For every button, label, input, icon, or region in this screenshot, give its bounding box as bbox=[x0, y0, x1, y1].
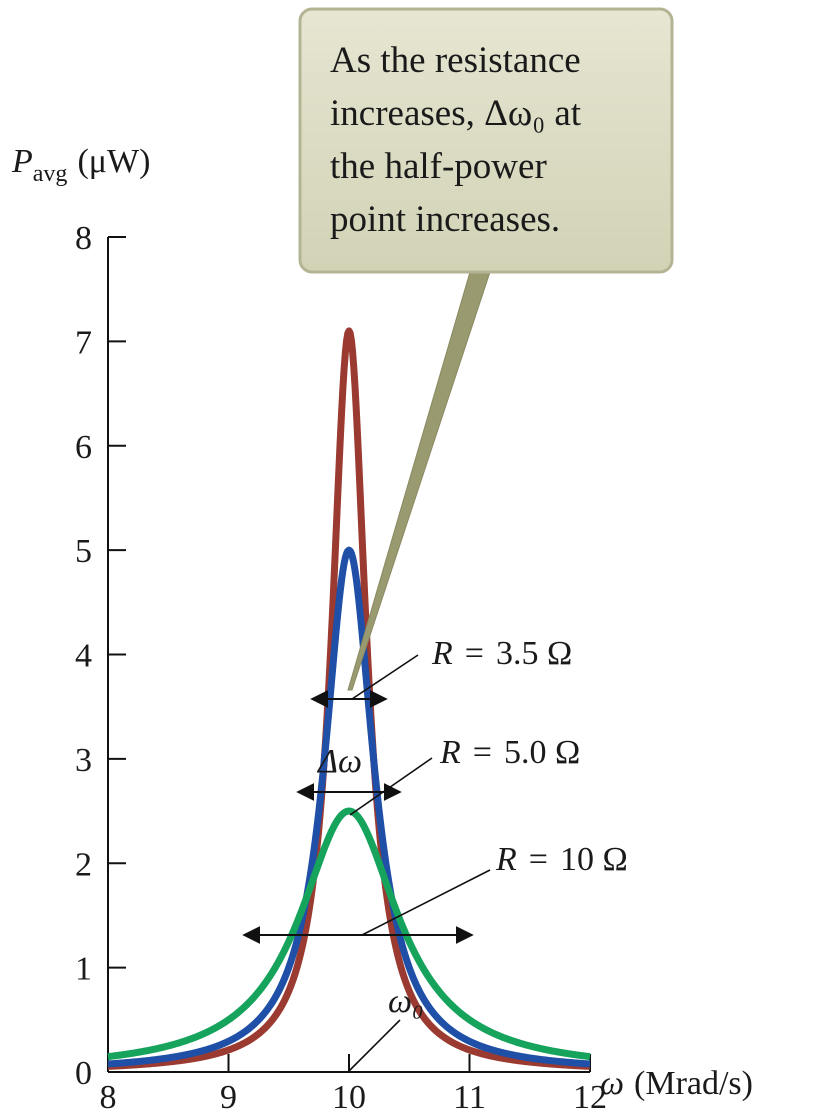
series-line-1 bbox=[105, 327, 593, 1070]
series-line-2 bbox=[105, 546, 593, 1068]
y-ticks: 0 1 2 3 4 5 6 7 8 bbox=[75, 220, 126, 1092]
y-tick-label: 3 bbox=[75, 742, 92, 779]
leader-omega0 bbox=[347, 1019, 401, 1073]
series-group bbox=[105, 327, 593, 1070]
label-r50: R = 5.0 Ω bbox=[439, 734, 580, 771]
delta-omega-label: Δω bbox=[316, 743, 362, 780]
x-tick-label: 10 bbox=[332, 1079, 366, 1116]
y-tick-label: 4 bbox=[75, 638, 92, 675]
leader-r10 bbox=[361, 869, 491, 936]
callout-line-2: increases, Δω₀ at bbox=[330, 93, 582, 134]
y-tick-label: 6 bbox=[75, 429, 92, 466]
y-tick-label: 8 bbox=[75, 220, 92, 257]
callout-line-3: the half-power bbox=[330, 146, 547, 187]
callout-box bbox=[298, 7, 674, 274]
x-tick-label: 12 bbox=[573, 1079, 607, 1116]
x-tick-label: 9 bbox=[220, 1079, 237, 1116]
y-tick-label: 7 bbox=[75, 324, 92, 361]
leader-r35 bbox=[351, 654, 419, 700]
y-tick-label: 5 bbox=[75, 533, 92, 570]
x-axis-label: ω (Mrad/s) bbox=[600, 1065, 753, 1102]
leader-r50 bbox=[349, 757, 433, 816]
omega0-label: ω₀ bbox=[388, 983, 424, 1020]
label-r35: R = 3.5 Ω bbox=[431, 635, 572, 672]
y-axis-label: Pavg (μW) bbox=[11, 143, 150, 187]
y-tick-label: 0 bbox=[75, 1055, 92, 1092]
callout-pointer bbox=[347, 271, 491, 691]
y-tick-label: 2 bbox=[75, 846, 92, 883]
y-tick-label: 1 bbox=[75, 951, 92, 988]
callout-line-4: point increases. bbox=[330, 199, 560, 240]
x-tick-label: 8 bbox=[100, 1079, 117, 1116]
callout: As the resistance increases, Δω₀ at the … bbox=[298, 7, 674, 691]
x-tick-label: 11 bbox=[453, 1079, 486, 1116]
series-line-3 bbox=[105, 807, 593, 1061]
callout-line-1: As the resistance bbox=[330, 40, 581, 81]
label-r10: R = 10 Ω bbox=[495, 841, 628, 878]
